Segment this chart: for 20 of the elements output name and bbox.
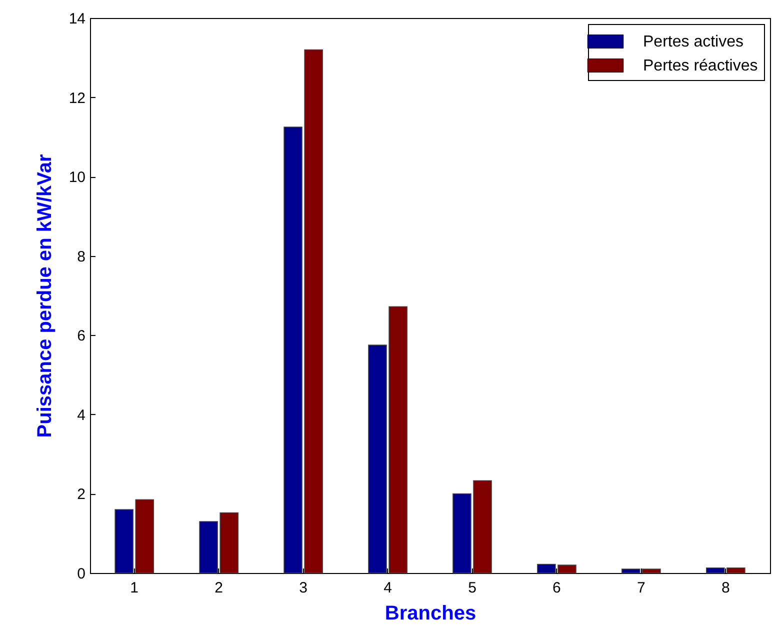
x-tick-label: 8 (721, 580, 730, 596)
x-axis-title: Branches (384, 602, 476, 624)
x-tick-label: 7 (637, 580, 646, 596)
y-axis-title: Puissance perdue en kW/kVar (34, 154, 56, 438)
y-tick-label: 10 (68, 169, 86, 186)
x-tick-label: 1 (130, 580, 139, 596)
y-tick-label: 2 (77, 486, 86, 504)
legend-label: Pertes réactives (643, 58, 758, 74)
x-tick-label: 5 (468, 580, 476, 596)
y-tick-label: 0 (77, 566, 86, 582)
legend-label: Pertes actives (643, 34, 744, 50)
x-tick-label: 4 (384, 580, 392, 596)
x-tick-label: 3 (299, 580, 308, 596)
y-tick-label: 8 (77, 248, 86, 266)
y-tick-label: 12 (68, 90, 86, 107)
y-tick-label: 14 (68, 10, 86, 28)
y-tick-label: 6 (77, 328, 86, 345)
y-tick-label: 4 (77, 406, 86, 424)
x-tick-label: 6 (552, 580, 561, 596)
x-tick-label: 2 (214, 580, 223, 596)
